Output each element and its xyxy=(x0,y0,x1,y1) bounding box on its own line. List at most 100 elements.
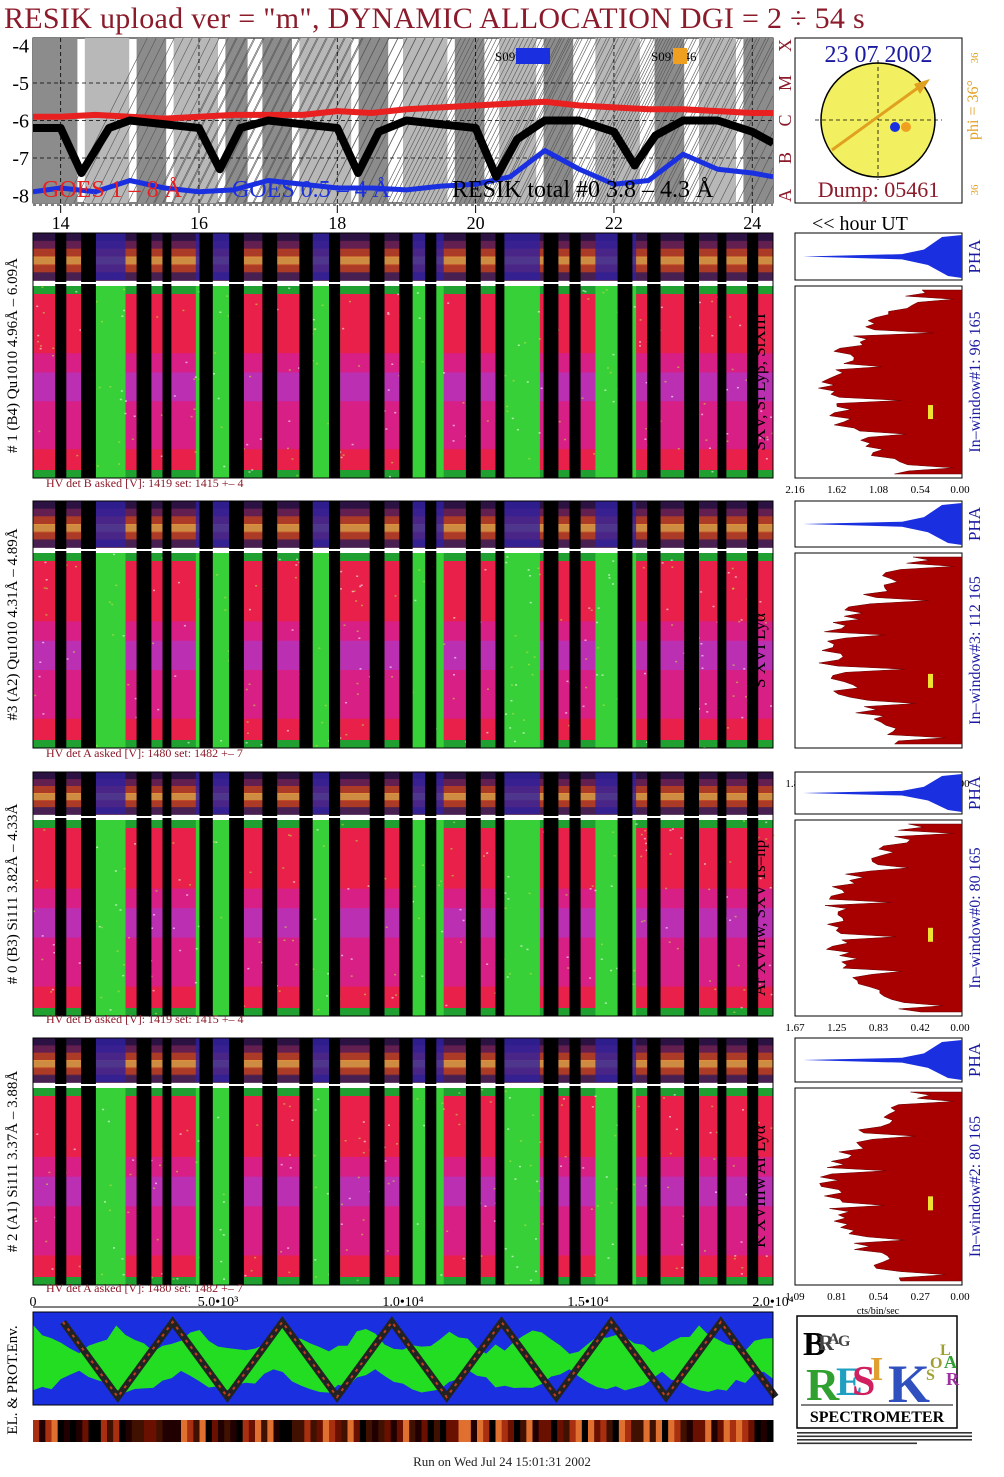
data-gap xyxy=(399,772,413,1016)
logo-letter: R xyxy=(806,1359,840,1410)
in-window-label: In–window#1: 96 165 xyxy=(967,311,984,452)
noise-pixel xyxy=(341,823,344,826)
noise-pixel xyxy=(590,609,593,612)
logo-letter: R xyxy=(818,1330,835,1355)
noise-pixel xyxy=(348,1197,351,1200)
noise-pixel xyxy=(452,697,455,700)
pha-tick-label: 0.54 xyxy=(869,1291,889,1303)
strip-cell xyxy=(57,1420,65,1442)
noise-pixel xyxy=(288,369,291,371)
noise-pixel xyxy=(759,437,762,439)
pha-tick-label: 0.83 xyxy=(869,1022,889,1034)
noise-pixel xyxy=(698,708,701,710)
noise-pixel xyxy=(605,1176,608,1178)
noise-pixel xyxy=(671,566,674,568)
noise-pixel xyxy=(364,993,367,996)
noise-pixel xyxy=(591,885,594,887)
strip-cell xyxy=(267,1420,274,1442)
noise-pixel xyxy=(743,668,746,670)
data-gap xyxy=(136,233,152,478)
noise-pixel xyxy=(39,345,42,347)
noise-pixel xyxy=(445,1004,448,1007)
noise-pixel xyxy=(701,413,704,416)
noise-pixel xyxy=(413,885,416,888)
noise-pixel xyxy=(482,855,485,857)
strip-cell xyxy=(174,1420,182,1442)
data-gap xyxy=(465,1038,481,1285)
data-gap xyxy=(136,501,152,748)
noise-pixel xyxy=(342,454,345,456)
data-point xyxy=(508,175,512,179)
strip-cell xyxy=(378,1420,385,1442)
noise-pixel xyxy=(507,898,510,900)
noise-pixel xyxy=(530,1279,533,1282)
strip-cell xyxy=(88,1420,96,1442)
noise-pixel xyxy=(582,705,585,708)
strip-cell xyxy=(649,1420,657,1442)
noise-pixel xyxy=(248,471,251,473)
noise-pixel xyxy=(119,909,122,911)
noise-pixel xyxy=(742,1109,745,1111)
noise-pixel xyxy=(79,329,82,331)
time-tick-label: 20 xyxy=(467,213,485,233)
logo-credits-line xyxy=(797,1439,972,1441)
noise-pixel xyxy=(769,705,772,707)
noise-pixel xyxy=(384,877,387,880)
data-gap xyxy=(369,233,385,478)
noise-pixel xyxy=(343,624,346,626)
strip-cell xyxy=(63,1420,71,1442)
noise-pixel xyxy=(507,875,510,878)
noise-pixel xyxy=(516,428,519,431)
noise-pixel xyxy=(669,1152,672,1155)
strip-cell xyxy=(156,1420,163,1442)
noise-pixel xyxy=(639,319,642,321)
noise-pixel xyxy=(668,941,671,943)
noise-pixel xyxy=(743,820,746,822)
strip-cell xyxy=(224,1420,231,1442)
noise-pixel xyxy=(612,583,615,585)
noise-pixel xyxy=(594,1095,597,1098)
data-point xyxy=(543,100,547,104)
data-point xyxy=(33,126,35,130)
noise-pixel xyxy=(152,642,155,645)
y-tick-label: -7 xyxy=(12,148,29,170)
data-point xyxy=(543,119,547,122)
noise-pixel xyxy=(161,557,164,560)
noise-pixel xyxy=(131,438,134,440)
strip-cell xyxy=(310,1420,318,1442)
noise-pixel xyxy=(175,1170,178,1173)
time-tick-label: 14 xyxy=(52,213,70,233)
noise-pixel xyxy=(37,340,40,343)
data-gap xyxy=(617,772,633,1016)
noise-pixel xyxy=(616,967,619,970)
bottom-colour-strip xyxy=(33,1420,774,1442)
noise-pixel xyxy=(283,1103,286,1105)
noise-pixel xyxy=(344,1139,347,1142)
data-gap xyxy=(717,501,727,748)
noise-pixel xyxy=(514,635,517,637)
noise-pixel xyxy=(114,870,117,872)
goes-class-letter: X xyxy=(775,39,795,52)
noise-pixel xyxy=(250,1269,253,1272)
hatch-line xyxy=(459,38,543,203)
noise-pixel xyxy=(591,1106,594,1108)
data-point xyxy=(128,179,132,182)
noise-pixel xyxy=(134,843,137,845)
data-gap xyxy=(543,1038,559,1285)
data-gap xyxy=(717,233,727,478)
noise-pixel xyxy=(535,1270,538,1273)
data-point xyxy=(197,126,201,130)
noise-pixel xyxy=(282,867,285,869)
data-gap xyxy=(81,1038,96,1285)
strip-cell xyxy=(637,1420,644,1442)
noise-pixel xyxy=(452,424,455,427)
data-point xyxy=(474,104,478,107)
noise-pixel xyxy=(198,378,201,381)
logo-letter: S xyxy=(926,1367,935,1384)
noise-pixel xyxy=(394,973,397,976)
strip-cell xyxy=(736,1420,743,1442)
noise-pixel xyxy=(673,1094,676,1096)
noise-pixel xyxy=(528,457,531,460)
noise-pixel xyxy=(100,1273,103,1276)
phi-scale-top: 36 xyxy=(969,52,981,64)
